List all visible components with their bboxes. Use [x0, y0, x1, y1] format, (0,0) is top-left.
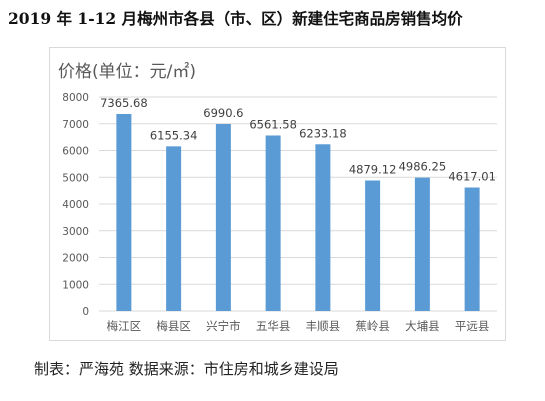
bar	[265, 135, 281, 311]
data-label: 6233.18	[299, 126, 347, 140]
y-tick-label: 1000	[62, 279, 89, 291]
y-axis: 0 1000 2000 3000 4000 5000 6000 7000 8000	[62, 92, 89, 318]
chart-frame: 价格(单位：元/㎡) 0 1000 2000 3000 4000 5000 6000 7000…	[49, 47, 506, 341]
y-tick-label: 5000	[62, 172, 89, 184]
y-tick-label: 3000	[62, 226, 89, 238]
bar	[116, 113, 132, 311]
footer-note: 制表：严海苑 数据来源：市住房和城乡建设局	[34, 360, 339, 378]
data-label: 4986.25	[399, 160, 447, 174]
bar-chart: 价格(单位：元/㎡) 0 1000 2000 3000 4000 5000 6000 7000…	[58, 62, 497, 333]
data-label: 6561.58	[249, 117, 297, 131]
x-tick-label: 五华县	[256, 319, 291, 333]
gridlines	[99, 96, 497, 312]
x-tick-label: 平远县	[455, 319, 490, 333]
data-label: 6990.6	[203, 106, 243, 120]
x-tick-label: 梅江区	[107, 319, 142, 333]
bars	[116, 113, 480, 311]
x-tick-label: 梅县区	[156, 319, 191, 333]
x-tick-label: 大埔县	[405, 319, 440, 333]
x-tick-label: 丰顺县	[306, 319, 341, 333]
data-label: 4879.12	[349, 162, 397, 176]
bar	[365, 180, 381, 311]
y-tick-label: 7000	[62, 119, 89, 131]
y-tick-label: 2000	[62, 253, 89, 265]
page-title: 2019 年 1-12 月梅州市各县（市、区）新建住宅商品房销售均价	[8, 9, 463, 28]
x-tick-label: 蕉岭县	[355, 319, 390, 333]
y-tick-label: 8000	[62, 92, 89, 104]
bar	[414, 177, 430, 311]
bar	[315, 144, 331, 311]
y-tick-label: 4000	[62, 199, 89, 211]
data-label: 6155.34	[150, 128, 198, 142]
bar	[464, 187, 480, 311]
x-axis: 梅江区 梅县区 兴宁市 五华县 丰顺县 蕉岭县 大埔县 平远县	[107, 319, 490, 333]
y-tick-label: 0	[82, 306, 89, 318]
data-label: 4617.01	[448, 169, 496, 183]
y-axis-title: 价格(单位：元/㎡)	[58, 62, 196, 82]
bar	[215, 124, 231, 311]
data-label: 7365.68	[100, 96, 148, 110]
bar	[166, 146, 182, 311]
y-tick-label: 6000	[62, 146, 89, 158]
x-tick-label: 兴宁市	[206, 319, 241, 333]
